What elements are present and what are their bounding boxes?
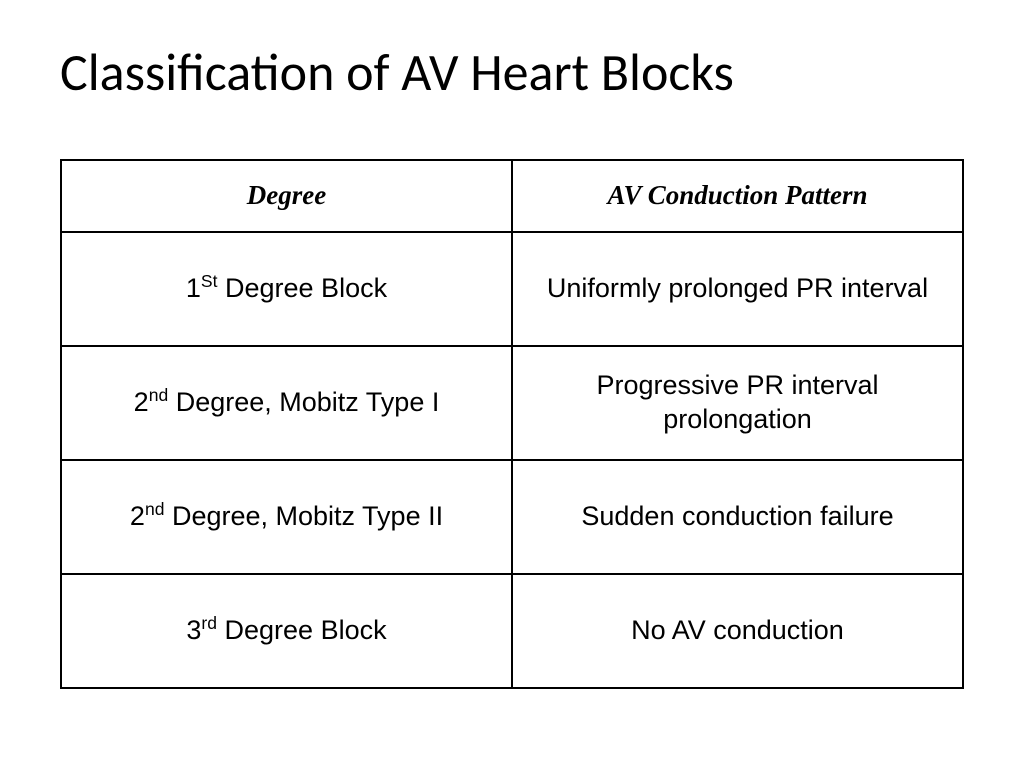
cell-degree: 2nd Degree, Mobitz Type I: [61, 346, 512, 460]
header-degree: Degree: [61, 160, 512, 232]
cell-pattern: Sudden conduction failure: [512, 460, 963, 574]
page-title: Classification of AV Heart Blocks: [60, 40, 964, 104]
cell-pattern: Uniformly prolonged PR interval: [512, 232, 963, 346]
degree-suffix: Degree Block: [217, 615, 387, 645]
cell-degree: 1St Degree Block: [61, 232, 512, 346]
degree-suffix: Degree, Mobitz Type I: [168, 387, 439, 417]
table-header-row: Degree AV Conduction Pattern: [61, 160, 963, 232]
table-row: 2nd Degree, Mobitz Type II Sudden conduc…: [61, 460, 963, 574]
degree-super: rd: [201, 613, 217, 633]
av-block-table: Degree AV Conduction Pattern 1St Degree …: [60, 159, 964, 689]
degree-super: St: [201, 271, 218, 291]
table-row: 1St Degree Block Uniformly prolonged PR …: [61, 232, 963, 346]
cell-pattern: Progressive PR interval prolongation: [512, 346, 963, 460]
cell-degree: 3rd Degree Block: [61, 574, 512, 688]
degree-prefix: 2: [130, 501, 145, 531]
degree-super: nd: [149, 385, 169, 405]
degree-suffix: Degree Block: [218, 273, 388, 303]
table-row: 2nd Degree, Mobitz Type I Progressive PR…: [61, 346, 963, 460]
slide: Classification of AV Heart Blocks Degree…: [0, 0, 1024, 768]
degree-suffix: Degree, Mobitz Type II: [164, 501, 443, 531]
degree-prefix: 1: [186, 273, 201, 303]
degree-prefix: 2: [134, 387, 149, 417]
degree-super: nd: [145, 499, 165, 519]
cell-degree: 2nd Degree, Mobitz Type II: [61, 460, 512, 574]
cell-pattern: No AV conduction: [512, 574, 963, 688]
degree-prefix: 3: [186, 615, 201, 645]
table-row: 3rd Degree Block No AV conduction: [61, 574, 963, 688]
header-pattern: AV Conduction Pattern: [512, 160, 963, 232]
